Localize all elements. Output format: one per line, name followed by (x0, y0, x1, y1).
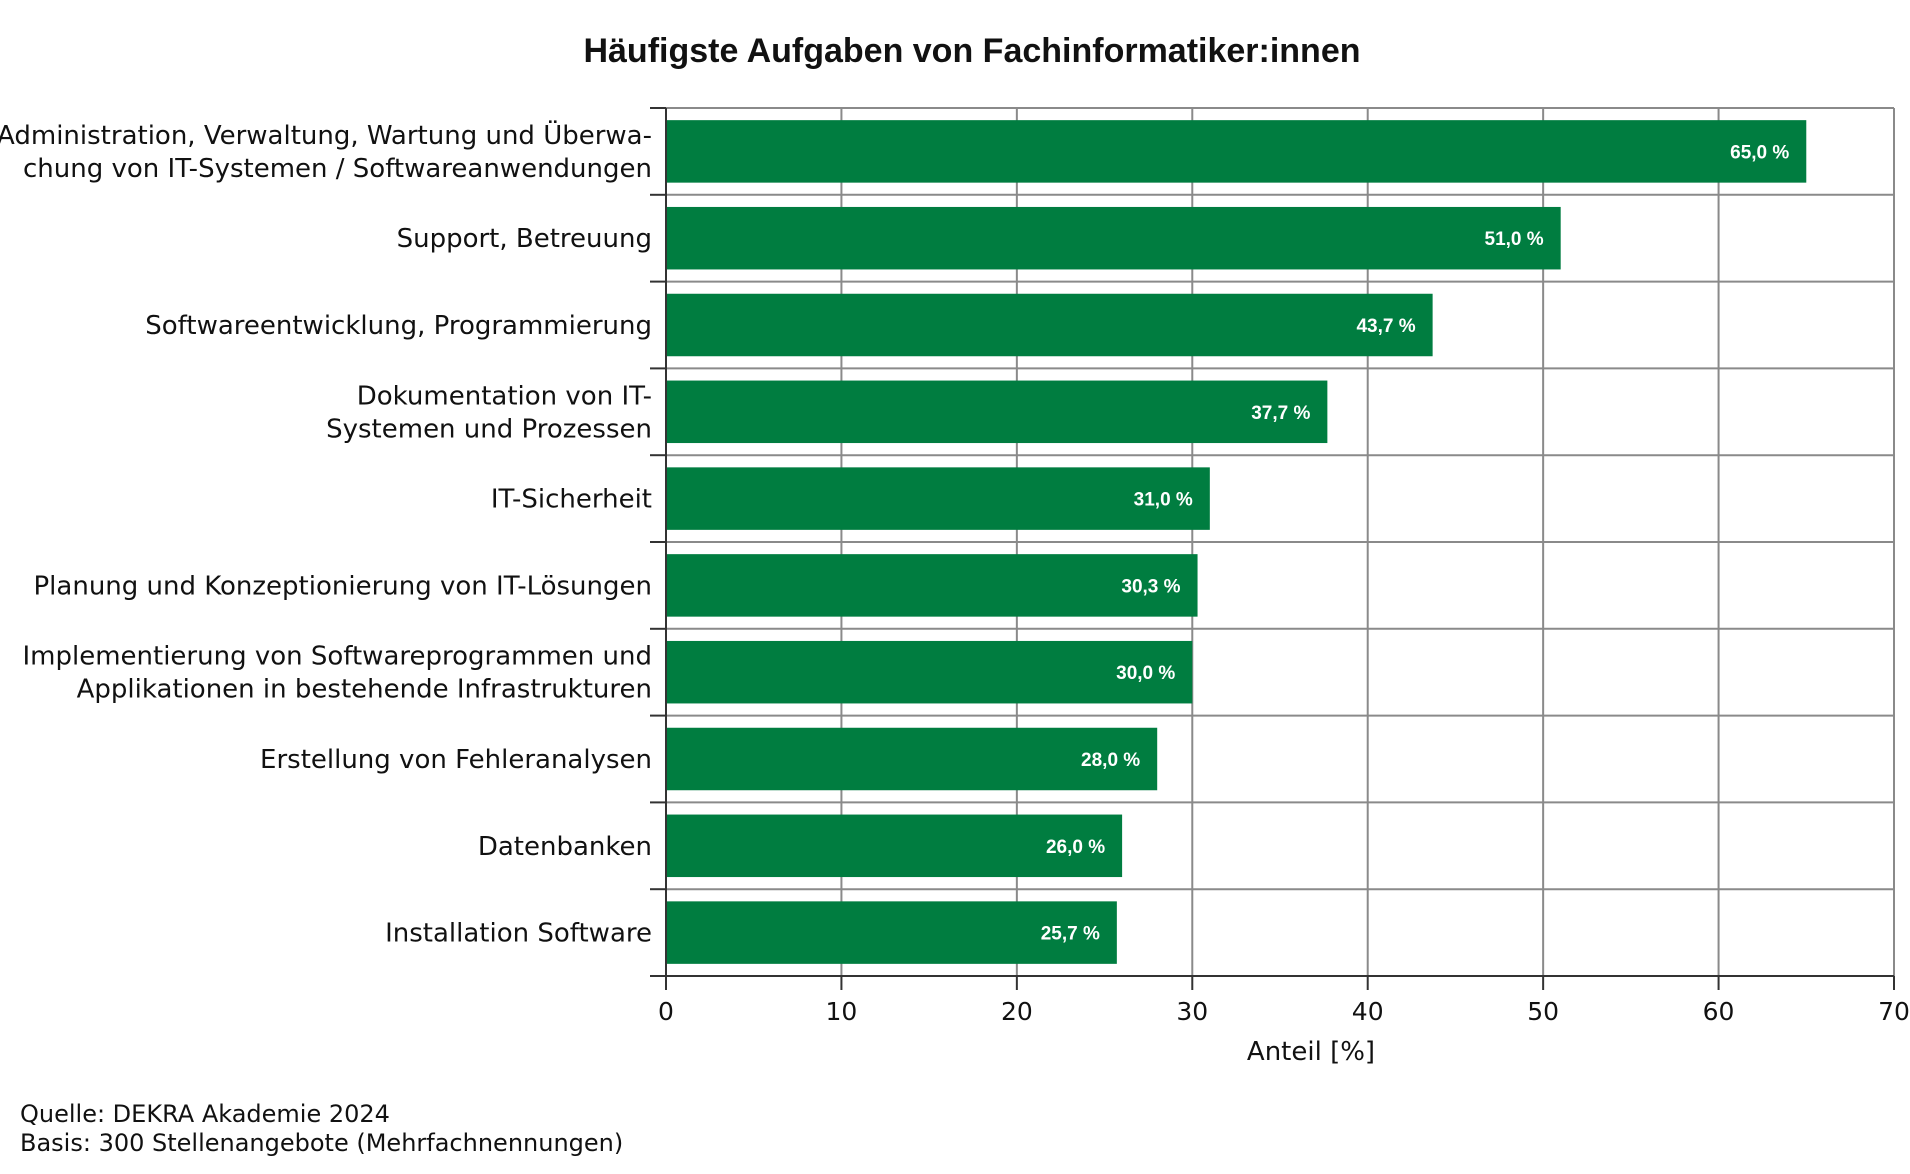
category-label: Softwareentwicklung, Programmierung (145, 311, 652, 341)
category-label: Administration, Verwaltung, Wartung und … (0, 119, 652, 184)
category-label: Installation Software (385, 919, 652, 949)
x-tick-label: 10 (826, 997, 858, 1026)
category-label: Dokumentation von IT-Systemen und Prozes… (326, 381, 652, 444)
x-tick-label: 0 (658, 997, 674, 1026)
basis-note: Basis: 300 Stellenangebote (Mehrfachnenn… (20, 1129, 624, 1157)
x-tick-label: 70 (1878, 997, 1910, 1026)
bar (666, 727, 1158, 791)
category-label: Implementierung von Softwareprogrammen u… (22, 642, 652, 705)
bar (666, 901, 1117, 964)
x-tick-label: 60 (1703, 997, 1735, 1026)
category-label: Support, Betreuung (397, 224, 652, 254)
bar-value-label: 25,7 % (1041, 924, 1100, 945)
bar (666, 814, 1123, 878)
bar-value-label: 31,0 % (1134, 490, 1193, 511)
x-tick-label: 20 (1001, 997, 1033, 1026)
x-tick-label: 40 (1352, 997, 1384, 1026)
x-tick-label: 30 (1176, 997, 1208, 1026)
bar (666, 554, 1198, 617)
chart-title: Häufigste Aufgaben von Fachinformatiker:… (583, 32, 1360, 70)
bar-value-label: 30,3 % (1121, 576, 1180, 597)
bars: 65,0 % 51,0 % 43,7 % 37,7 % 31,0 % 30,3 % 30,0… (666, 120, 1807, 964)
bar-value-label: 51,0 % (1485, 229, 1544, 250)
category-label: Erstellung von Fehleranalysen (260, 745, 652, 775)
bar (666, 206, 1561, 270)
bar-value-label: 65,0 % (1730, 142, 1789, 163)
category-labels: Administration, Verwaltung, Wartung und … (0, 119, 652, 949)
x-tick-label: 50 (1527, 997, 1559, 1026)
category-label: Planung und Konzeptionierung von IT-Lösu… (34, 571, 653, 601)
bar (666, 380, 1328, 444)
x-axis-title: Anteil [%] (1247, 1037, 1375, 1067)
bar-value-label: 26,0 % (1046, 837, 1105, 858)
category-label: Datenbanken (478, 832, 652, 862)
x-axis: 0 10 20 30 40 50 60 70 (650, 107, 1910, 1026)
bar-value-label: 37,7 % (1251, 403, 1310, 424)
bar (666, 120, 1807, 183)
category-label: IT-Sicherheit (491, 485, 652, 515)
bar-value-label: 43,7 % (1356, 316, 1415, 337)
bar (666, 640, 1193, 704)
bar (666, 467, 1210, 530)
bar-value-label: 30,0 % (1116, 663, 1175, 684)
bar (666, 293, 1433, 357)
bar-value-label: 28,0 % (1081, 750, 1140, 771)
source-note: Quelle: DEKRA Akademie 2024 (20, 1100, 390, 1128)
